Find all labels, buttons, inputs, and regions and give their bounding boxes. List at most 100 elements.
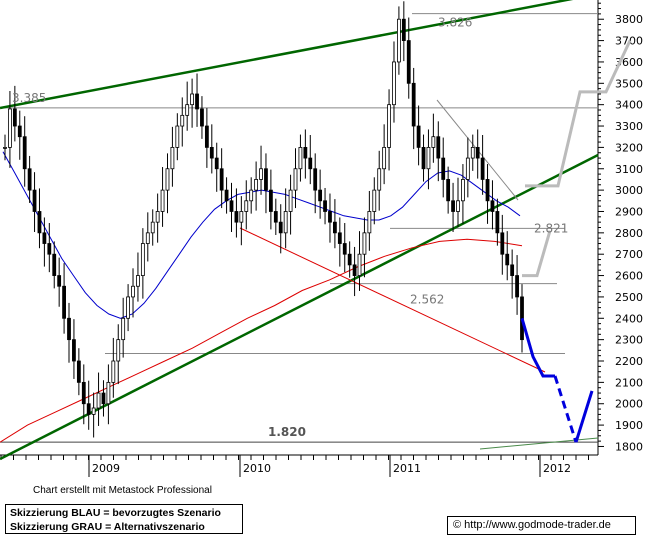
price-candle [32,189,37,212]
price-candle [42,232,47,244]
price-candle [76,360,81,383]
price-candle [52,253,57,276]
price-candle [155,211,160,223]
y-tick-label: 3500 [615,77,643,90]
y-tick-label: 2400 [615,312,643,325]
price-candle [298,146,303,170]
price-candle [244,200,249,212]
scenario-gray-line [525,39,632,188]
x-tick-label: 2009 [92,462,120,475]
price-candle [185,104,190,116]
price-candle [352,264,357,276]
price-candle [283,211,288,234]
price-candle [323,200,327,212]
legend-gray: Skizzierung GRAU = Alternativszenario [10,521,205,533]
upper-trendline [0,0,574,110]
price-candle [515,275,519,298]
y-tick-label: 3100 [615,163,643,176]
price-candle [426,146,431,170]
y-tick-label: 2700 [615,248,643,261]
y-tick-label: 1900 [615,419,643,432]
price-candle [116,339,121,362]
price-candle [27,168,32,191]
price-candle [47,243,52,255]
price-candle [209,146,214,159]
price-candle [239,211,244,223]
x-tick-label: 2010 [243,462,271,475]
scenario-legend: Skizzierung BLAU = bevorzugtes Szenario … [5,504,243,534]
price-candle [480,157,485,180]
y-tick-label: 2800 [615,227,643,240]
price-candle [224,189,229,202]
price-candle [150,221,155,234]
price-candle [451,200,455,212]
price-candle [91,407,96,415]
price-candle [111,360,116,383]
level-label: 3.826 [438,16,472,30]
level-label: 2.821 [534,221,568,235]
level-label: 3.385 [12,91,46,105]
price-candle [121,317,126,341]
price-candle [259,168,263,180]
price-candle [204,125,209,148]
level-label: 1.820 [268,425,306,439]
ma-red-line [0,238,523,443]
price-candle [8,108,12,148]
price-candle [347,253,352,266]
price-candle [175,125,180,148]
y-tick-label: 1800 [615,440,643,453]
price-candle [67,317,71,341]
price-candle [293,168,298,191]
price-candle [62,285,66,319]
price-candle [234,211,239,223]
legend-blue: Skizzierung BLAU = bevorzugtes Szenario [10,507,221,519]
price-candle [303,146,308,159]
price-candle [3,146,7,149]
price-candle [392,61,396,106]
price-candle [254,179,259,191]
price-candle [72,339,76,362]
price-candle [470,146,475,159]
scenario-blue-line [520,317,555,378]
price-candle [411,82,416,127]
price-candle [465,157,470,180]
y-tick-label: 3800 [615,13,643,26]
price-candle [406,40,411,84]
price-candle [342,243,347,255]
price-candle [431,136,436,148]
price-candle [96,392,101,409]
price-candle [387,104,391,148]
price-candle [101,392,106,405]
source-link[interactable]: © http://www.godmode-trader.de [447,516,636,535]
price-candle [140,243,145,276]
price-candle [495,211,500,234]
x-tick-label: 2012 [543,462,571,475]
y-tick-label: 2600 [615,270,643,283]
price-candle [22,136,27,170]
price-candle [313,168,318,191]
price-candle [195,93,199,110]
price-candle [160,189,165,212]
price-candle [441,157,446,180]
price-candle [382,146,387,170]
price-candle [475,146,480,159]
price-candle [308,157,313,170]
price-candle [17,125,22,138]
price-candle [214,157,219,170]
scenario-blue-line [574,390,594,443]
price-candle [37,211,42,234]
price-candle [229,200,234,212]
x-tick-label: 2011 [393,462,421,475]
price-candle [170,146,175,170]
price-candle [446,179,451,202]
price-candle [264,168,268,191]
y-tick-label: 2000 [615,398,643,411]
price-candle [416,125,421,148]
price-candle [500,232,505,255]
price-candle [377,168,382,191]
y-tick-label: 2200 [615,355,643,368]
price-candle [461,179,465,202]
y-tick-label: 3300 [615,120,643,133]
